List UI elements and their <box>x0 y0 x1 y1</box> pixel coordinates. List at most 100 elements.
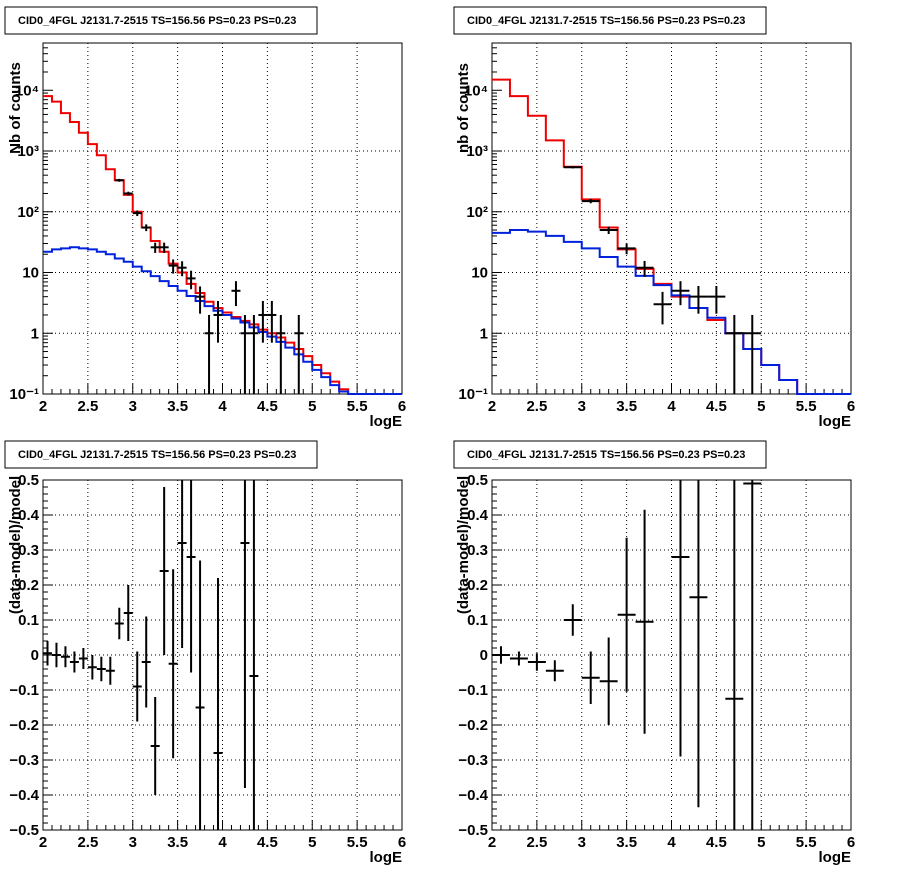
data-point <box>204 314 214 394</box>
data-point <box>150 242 160 253</box>
residual-point <box>240 480 250 788</box>
data-point <box>599 226 618 235</box>
y-tick-label: −0.3 <box>9 752 39 769</box>
y-tick-label: 0 <box>480 647 488 664</box>
background-model-histogram <box>43 246 402 395</box>
data-point <box>743 314 762 394</box>
data-point <box>267 300 277 343</box>
y-tick-label: 0.1 <box>18 612 39 629</box>
data-point <box>258 300 268 343</box>
residual-point <box>105 656 115 685</box>
x-tick-label: 3 <box>129 834 137 851</box>
data-point <box>653 291 672 325</box>
y-tick-label: 0.2 <box>467 577 488 594</box>
data-point <box>689 285 708 314</box>
residual-point <box>527 653 546 671</box>
y-tick-label: 10² <box>17 204 39 221</box>
residual-point <box>563 604 582 636</box>
x-tick-label: 6 <box>847 834 855 851</box>
y-tick-label: 0 <box>31 647 39 664</box>
y-tick-label: −0.5 <box>9 822 39 839</box>
y-tick-label: 1 <box>31 325 39 342</box>
x-tick-label: 5 <box>757 834 765 851</box>
residual-point <box>114 607 124 640</box>
y-tick-label: 10 <box>471 265 488 282</box>
x-tick-label: 4.5 <box>257 834 278 851</box>
x-tick-label: 3 <box>129 398 137 415</box>
title-box <box>453 440 767 469</box>
x-axis-title: logE <box>370 413 403 430</box>
x-tick-label: 3.5 <box>616 398 637 415</box>
residual-point <box>60 646 70 668</box>
x-tick-label: 3 <box>578 834 586 851</box>
data-point <box>132 210 142 217</box>
residual-point <box>617 537 636 692</box>
y-tick-label: 10⁻¹ <box>458 386 488 403</box>
residual-point <box>78 648 88 669</box>
plot-frame <box>491 479 852 831</box>
data-point <box>114 178 124 182</box>
y-tick-label: −0.3 <box>458 752 488 769</box>
residual-point <box>581 651 600 704</box>
x-tick-label: 5 <box>757 398 765 415</box>
y-tick-label: 0.2 <box>18 577 39 594</box>
x-tick-label: 3.5 <box>616 834 637 851</box>
x-tick-label: 2 <box>39 834 47 851</box>
y-tick-label: 10² <box>466 204 488 221</box>
title-box <box>4 440 318 469</box>
residual-point <box>150 697 160 795</box>
x-tick-label: 2 <box>488 834 496 851</box>
x-tick-label: 5 <box>308 398 316 415</box>
y-axis-title: Nb of counts <box>7 62 24 154</box>
y-tick-label: 1 <box>480 325 488 342</box>
y-tick-label: 0.1 <box>467 612 488 629</box>
y-tick-label: 0.5 <box>18 472 39 489</box>
chart-title: CID0_4FGL J2131.7-2515 TS=156.56 PS=0.23… <box>18 449 296 461</box>
y-axis-title: (data-model)/model <box>455 476 472 614</box>
x-tick-label: 2.5 <box>77 398 98 415</box>
x-tick-label: 2.5 <box>526 834 547 851</box>
residual-point <box>51 642 61 668</box>
residual-point <box>509 651 528 666</box>
x-tick-label: 6 <box>398 834 406 851</box>
x-tick-label: 5.5 <box>796 834 817 851</box>
data-point <box>213 300 223 343</box>
data-point <box>581 199 600 204</box>
x-tick-label: 4 <box>667 398 676 415</box>
residual-point <box>743 480 762 830</box>
y-axis-title: (data-model)/model <box>7 476 24 614</box>
y-tick-label: 10⁴ <box>15 82 39 99</box>
residual-point <box>43 641 52 666</box>
data-point <box>276 314 286 394</box>
x-tick-label: 3 <box>578 398 586 415</box>
y-tick-label: 10⁴ <box>464 82 488 99</box>
data-point <box>195 286 205 314</box>
residual-point <box>492 646 510 664</box>
residual-point <box>69 651 79 673</box>
residual-point <box>545 660 564 682</box>
x-tick-label: 2.5 <box>77 834 98 851</box>
residual-point <box>599 637 618 725</box>
y-tick-label: 0.4 <box>467 507 489 524</box>
x-tick-label: 4 <box>667 834 676 851</box>
y-tick-label: −0.2 <box>9 717 39 734</box>
panel-bottom-right: 2 2.5 3 3.5 4 4.5 5 5.5 6 −0.5 −0.4 −0.3 −0.2 −0.1 0 0.… <box>453 440 855 866</box>
data-point <box>123 191 133 196</box>
plot-frame <box>42 479 403 831</box>
panel-top-right: 2 2.5 3 3.5 4 4.5 5 5.5 6 10⁻¹ 1 10 10² 10³ 10⁴ logE nb … <box>453 6 855 430</box>
y-tick-label: −0.1 <box>458 682 488 699</box>
x-tick-label: 4.5 <box>706 834 727 851</box>
data-point <box>141 224 151 232</box>
y-tick-label: 10 <box>22 265 39 282</box>
y-tick-label: 10⁻¹ <box>9 386 39 403</box>
x-axis-title: logE <box>819 413 852 430</box>
x-tick-label: 4.5 <box>257 398 278 415</box>
residual-point <box>123 585 133 641</box>
x-tick-label: 6 <box>847 398 855 415</box>
data-point <box>240 314 250 394</box>
residual-point <box>177 480 187 648</box>
residual-point <box>689 480 708 808</box>
x-tick-label: 2.5 <box>526 398 547 415</box>
x-tick-label: 2 <box>39 398 47 415</box>
residual-point <box>186 480 196 673</box>
